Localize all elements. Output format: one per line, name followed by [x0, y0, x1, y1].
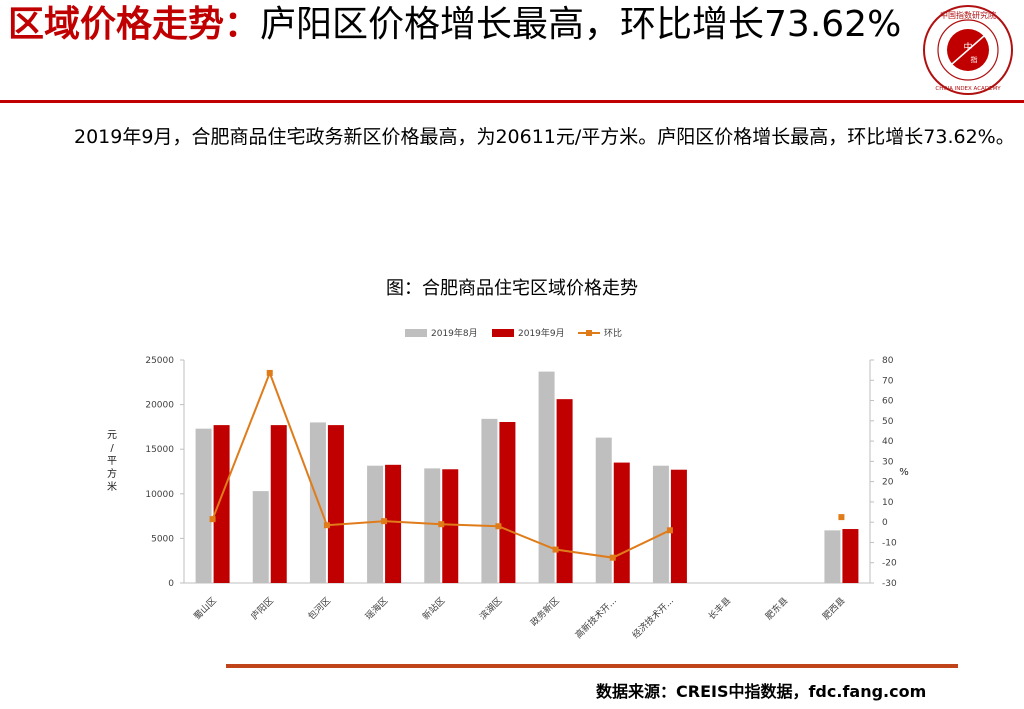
bar-2019-09 [556, 399, 573, 583]
x-tick-label: 包河区 [305, 595, 333, 623]
china-index-academy-logo: 中 指 中国指数研究院 CHINA INDEX ACADEMY [923, 5, 1013, 95]
bar-2019-08 [424, 468, 441, 583]
logo-text-top: 中国指数研究院 [940, 10, 996, 20]
right-tick-label: 30 [882, 457, 894, 467]
left-tick-label: 15000 [145, 445, 174, 455]
x-tick-label: 滨湖区 [477, 595, 505, 623]
mom-point [381, 518, 388, 525]
bar-2019-09 [842, 529, 859, 583]
right-tick-label: -20 [882, 559, 897, 569]
footer-divider [226, 664, 958, 668]
right-tick-label: 0 [882, 518, 888, 528]
right-tick-label: 70 [882, 376, 894, 386]
right-tick-label: 40 [882, 437, 894, 447]
legend-label-2019-09: 2019年9月 [518, 327, 565, 339]
left-axis-label-char: / [110, 443, 114, 454]
x-tick-label: 经济技术开... [630, 595, 676, 641]
right-tick-label: 80 [882, 356, 894, 366]
legend-label-mom: 环比 [604, 327, 622, 339]
bar-2019-08 [652, 465, 669, 583]
right-tick-label: -30 [882, 579, 897, 589]
x-tick-label: 高新技术开... [572, 595, 618, 641]
logo-text-bottom: CHINA INDEX ACADEMY [935, 86, 1001, 92]
x-tick-label: 长丰县 [706, 595, 734, 623]
bar-2019-08 [252, 491, 269, 583]
title-divider [0, 100, 1024, 103]
bar-2019-08 [595, 437, 612, 583]
x-tick-label: 瑶海区 [363, 595, 391, 623]
bar-2019-09 [670, 469, 687, 583]
mom-point [838, 514, 845, 521]
left-tick-label: 0 [168, 579, 174, 589]
left-axis-label-char: 元 [107, 430, 117, 441]
bar-2019-09 [385, 464, 402, 583]
title-accent: 区域价格走势： [8, 4, 261, 45]
mom-point [495, 523, 502, 530]
right-tick-label: 60 [882, 397, 894, 407]
legend-label-2019-08: 2019年8月 [431, 327, 478, 339]
mom-point [266, 369, 273, 376]
bar-2019-09 [213, 425, 230, 583]
left-tick-label: 20000 [145, 401, 174, 411]
logo-center-top: 中 [963, 41, 972, 53]
right-axis-label: % [899, 467, 909, 478]
logo-center-bottom: 指 [971, 55, 978, 64]
left-axis-label-char: 方 [107, 467, 117, 480]
mom-point [323, 522, 330, 529]
mom-point [552, 546, 559, 553]
left-tick-label: 5000 [151, 534, 174, 544]
chart-title: 图：合肥商品住宅区域价格走势 [386, 278, 638, 299]
right-tick-label: 10 [882, 498, 894, 508]
x-tick-label: 肥东县 [763, 595, 791, 623]
right-tick-label: -10 [882, 538, 897, 548]
data-source: 数据来源：CREIS中指数据，fdc.fang.com [596, 682, 927, 701]
right-tick-label: 50 [882, 417, 894, 427]
title-rest: 庐阳区价格增长最高，环比增长73.62% [260, 4, 902, 45]
legend-marker-mom [586, 330, 592, 336]
x-tick-label: 庐阳区 [248, 595, 276, 623]
mom-point [666, 527, 673, 534]
bar-2019-08 [538, 371, 555, 583]
left-axis-label-char: 平 [107, 456, 117, 467]
mom-point [609, 554, 616, 561]
mom-point [209, 516, 216, 523]
page-title: 区域价格走势：庐阳区价格增长最高，环比增长73.62% [8, 2, 908, 48]
bar-2019-09 [327, 425, 344, 583]
left-axis-label-char: 米 [107, 480, 117, 493]
bar-2019-09 [270, 425, 287, 583]
bar-2019-08 [195, 428, 212, 583]
legend-swatch-2019-09 [492, 329, 514, 337]
summary-text: 2019年9月，合肥商品住宅政务新区价格最高，为20611元/平方米。庐阳区价格… [74, 126, 1015, 148]
left-tick-label: 25000 [145, 356, 174, 366]
right-tick-label: 20 [882, 478, 894, 488]
bar-2019-08 [824, 530, 841, 583]
x-tick-label: 蜀山区 [192, 595, 219, 622]
legend-swatch-2019-08 [405, 329, 427, 337]
bar-2019-09 [442, 469, 459, 583]
left-tick-label: 10000 [145, 490, 174, 500]
summary-paragraph: 2019年9月，合肥商品住宅政务新区价格最高，为20611元/平方米。庐阳区价格… [40, 118, 1020, 156]
bar-2019-08 [367, 465, 384, 583]
bar-2019-09 [499, 421, 516, 583]
bar-2019-09 [613, 462, 630, 583]
x-tick-label: 政务新区 [528, 595, 562, 629]
bar-2019-08 [481, 418, 498, 583]
x-tick-label: 新站区 [420, 595, 448, 623]
x-tick-label: 肥西县 [821, 595, 848, 622]
mom-point [438, 521, 445, 528]
